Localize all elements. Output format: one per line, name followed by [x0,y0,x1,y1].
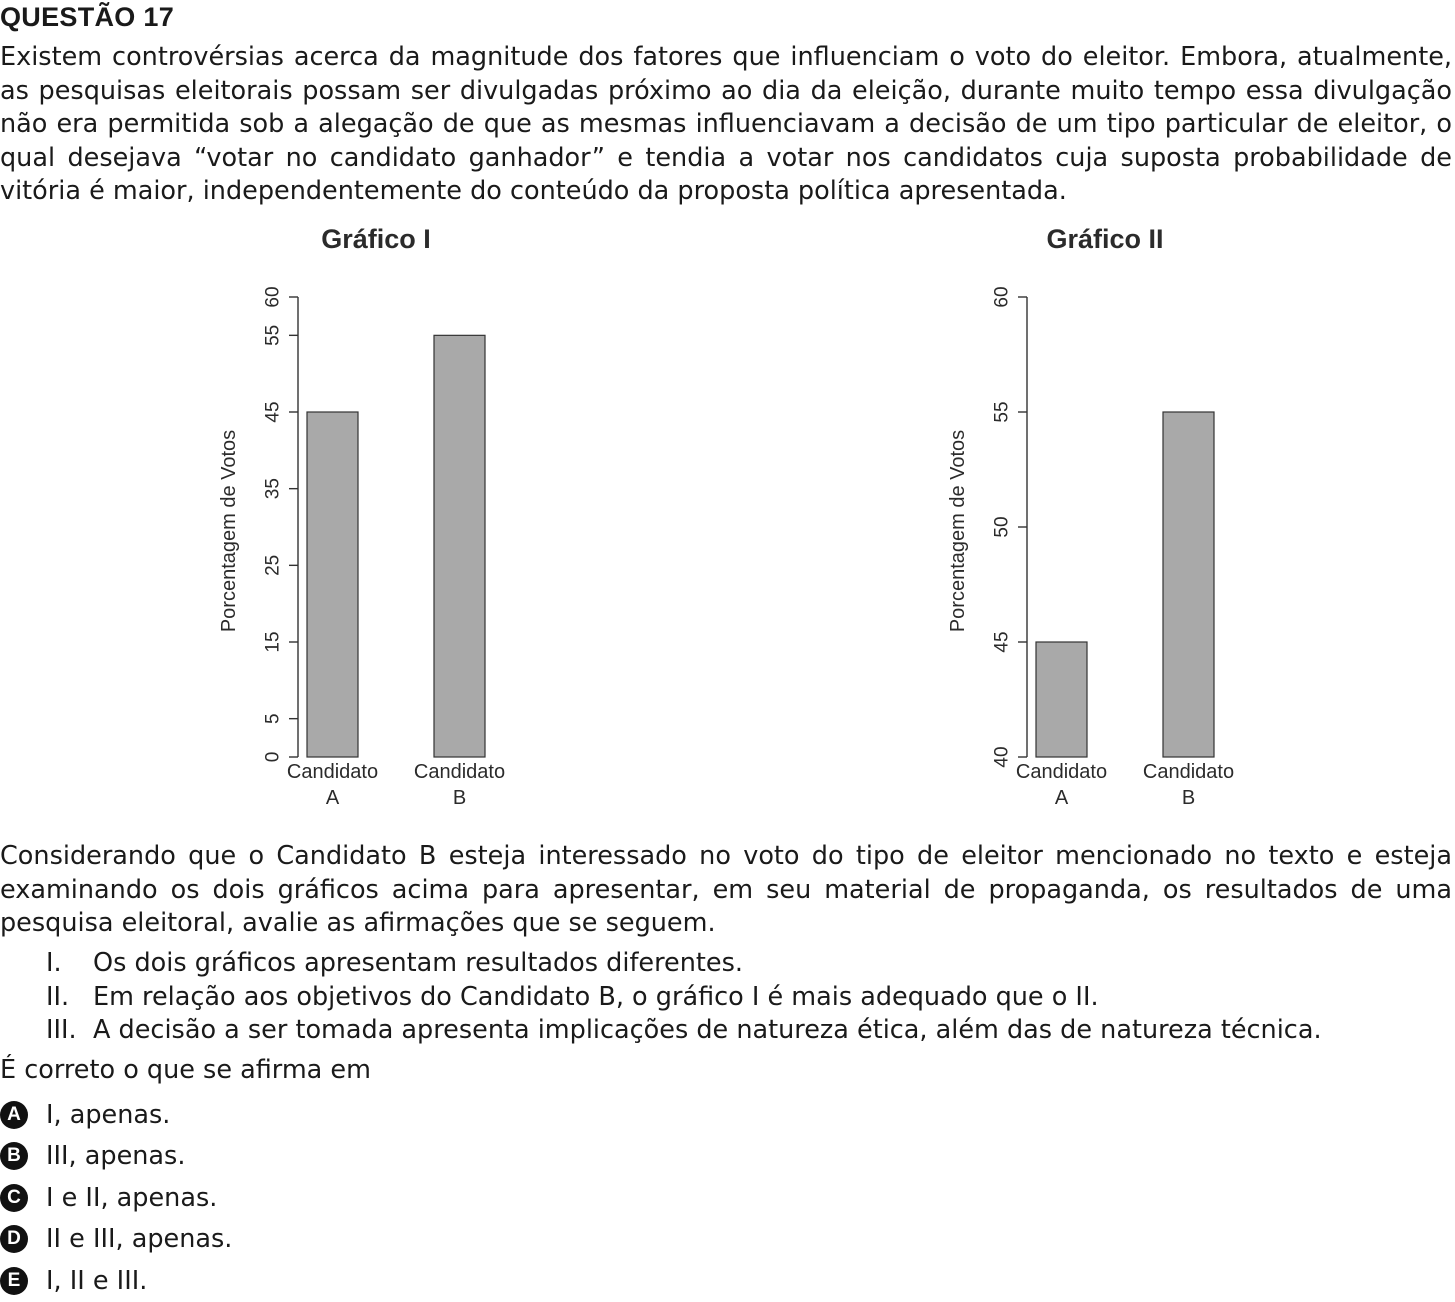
option-letter-badge: C [0,1183,28,1212]
statement-number: I. [46,948,62,978]
y-axis-title: Porcentagem de Votos [947,430,969,632]
bar-candidato-a [1035,641,1088,758]
y-tick-label: 15 [263,631,284,652]
y-tick-label: 35 [263,478,284,499]
x-category-label: Candidato [414,761,505,783]
y-tick-label: 0 [263,752,284,763]
option-letter-badge: E [0,1266,28,1295]
bar-candidato-a [306,411,359,758]
statement-text: Os dois gráficos apresentam resultados d… [93,948,743,978]
statement-item: I. Os dois gráficos apresentam resultado… [46,947,1322,981]
option-c[interactable]: C I e II, apenas. [0,1177,232,1219]
x-category-label: A [1055,787,1069,809]
x-category-label: B [1182,787,1195,809]
chart-title: Gráfico I [321,224,431,254]
y-tick-label: 5 [263,713,284,724]
statement-text: Em relação aos objetivos do Candidato B,… [93,981,1099,1012]
y-tick-label: 60 [263,286,284,307]
question-prompt: É correto o que se afirma em [0,1055,371,1085]
y-tick-label: 60 [992,286,1013,307]
option-e[interactable]: E I, II e III. [0,1260,232,1302]
y-tick-label: 55 [263,325,284,346]
x-category-label: B [453,787,466,809]
option-letter-badge: B [0,1142,28,1171]
chart-title: Gráfico II [1046,224,1163,254]
option-text: III, apenas. [46,1141,186,1172]
statement-item: II. Em relação aos objetivos do Candidat… [46,981,1322,1015]
y-tick-label: 45 [992,631,1013,652]
y-tick-label: 40 [992,746,1013,767]
bar-candidato-b [1162,411,1215,758]
option-d[interactable]: D II e III, apenas. [0,1219,232,1261]
option-a[interactable]: A I, apenas. [0,1094,232,1136]
statement-number: II. [46,981,70,1012]
x-category-label: A [326,787,340,809]
answer-options: A I, apenas. B III, apenas. C I e II, ap… [0,1094,232,1302]
option-text: I, II e III. [46,1265,148,1296]
y-tick-label: 45 [263,401,284,422]
statements-list: I. Os dois gráficos apresentam resultado… [46,947,1322,1048]
intro-text: Existem controvérsias acerca da magnitud… [0,42,1452,206]
y-tick-label: 25 [263,555,284,576]
context-text: Considerando que o Candidato B esteja in… [0,841,1452,938]
option-text: I, apenas. [46,1099,171,1130]
charts-figure: Gráfico I 0 5 15 25 35 45 55 60 Porcentagem de Vo… [218,224,1234,809]
y-axis-title: Porcentagem de Votos [218,430,240,632]
option-b[interactable]: B III, apenas. [0,1136,232,1178]
x-category-label: Candidato [1016,761,1107,783]
bar-candidato-b [433,334,486,758]
option-letter-badge: D [0,1225,28,1254]
statement-text: A decisão a ser tomada apresenta implica… [93,1015,1322,1045]
y-tick-label: 55 [992,401,1013,422]
y-tick-label: 50 [992,516,1013,537]
question-title: QUESTÃO 17 [0,2,175,32]
option-text: I e II, apenas. [46,1182,218,1213]
statement-number: III. [46,1015,77,1045]
option-text: II e III, apenas. [46,1224,233,1255]
x-category-label: Candidato [1143,761,1234,783]
option-letter-badge: A [0,1100,28,1129]
statement-item: III. A decisão a ser tomada apresenta im… [46,1014,1322,1048]
x-category-label: Candidato [287,761,378,783]
